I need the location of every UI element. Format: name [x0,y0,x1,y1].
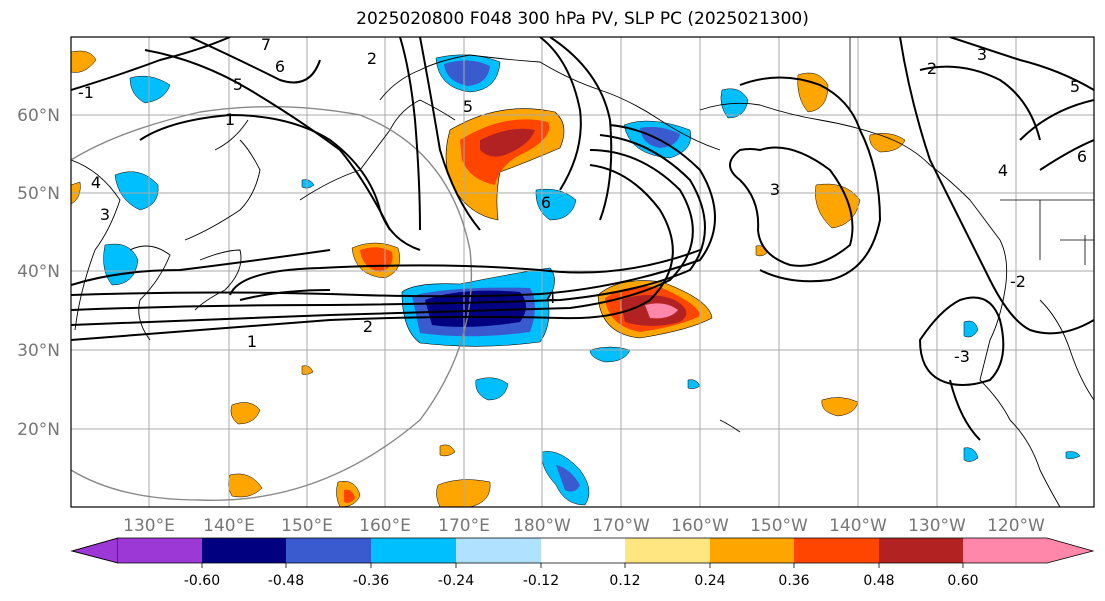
colorbar-extend-min [70,537,119,564]
colorbar-tick-label: 0.12 [609,573,640,589]
colorbar-ticks [201,563,964,568]
lon-label: 160°E [359,516,411,536]
lon-label: 140°W [829,516,887,536]
colorbar-tick-label: 0.24 [694,573,725,589]
lat-label: 30°N [17,341,60,361]
colorbar-tick-label: -0.48 [268,573,304,589]
plot-border [70,36,1095,508]
lat-label: 20°N [17,420,60,440]
contour-label: 4 [91,173,101,192]
lon-label: 130°E [123,516,175,536]
lon-axis: 130°E 140°E 150°E 160°E 170°E 180°W 170°… [123,516,1045,536]
colorbar-tick-label: -0.60 [184,573,220,589]
gridlines [71,37,1094,507]
contour-label: 6 [541,193,551,212]
colorbar-tick-label: 0.48 [863,573,894,589]
colorbar-segment [794,538,879,563]
contour-label: -3 [954,347,970,366]
lon-label: 120°W [987,516,1045,536]
colorbar-segment [625,538,710,563]
contour-label: 3 [977,45,987,64]
contour-labels: 1 2 3 4 5 6 7 1 2 3 4 5 6 2 3 4 5 6 -1 -… [78,35,1087,366]
contour-label: 4 [998,161,1008,180]
borders [849,37,1094,265]
lon-label: 150°W [750,516,808,536]
colorbar-segment [541,538,625,563]
lat-axis: 60°N 50°N 40°N 30°N 20°N [17,106,60,440]
contour-label: -1 [78,83,94,102]
colorbar-tick-label: -0.24 [438,573,474,589]
colorbar-segment [456,538,541,563]
lon-label: 180°W [513,516,571,536]
contour-label: 3 [770,180,780,199]
contour-label: 2 [363,317,373,336]
colorbar-segment [710,538,794,563]
great-circle-arc [71,105,473,501]
colorbar-segment [118,538,202,563]
slp-contours [71,37,1094,441]
contour-label: 1 [225,110,235,129]
contour-label: 6 [1077,147,1087,166]
colorbar-outline [70,537,1095,564]
contour-label: 7 [261,35,271,54]
colorbar-segment [286,538,371,563]
contour-label: 4 [546,288,556,307]
contour-label: 2 [367,49,377,68]
contour-label: 3 [100,205,110,224]
colorbar-tick-label: -0.36 [353,573,389,589]
lon-label: 150°E [281,516,333,536]
contour-label: 5 [1070,77,1080,96]
lat-label: 50°N [17,184,60,204]
contour-label: 5 [463,97,473,116]
colorbar-segment [202,538,286,563]
contour-label: 6 [275,57,285,76]
colorbar: -0.60 -0.48 -0.36 -0.24 -0.12 0.12 0.24 … [70,537,1095,589]
contour-label: -2 [1010,272,1026,291]
colorbar-segment [879,538,963,563]
contour-label: 2 [927,59,937,78]
contour-label: 5 [233,75,243,94]
lat-label: 60°N [17,106,60,126]
colorbar-segment [371,538,456,563]
lon-label: 160°W [671,516,729,536]
lon-label: 170°E [438,516,490,536]
colorbar-extend-max [963,538,1093,563]
lat-label: 40°N [17,262,60,282]
contour-label: 1 [247,332,257,351]
colorbar-tick-label: 0.60 [947,573,978,589]
lon-label: 170°W [592,516,650,536]
colorbar-tick-label: -0.12 [523,573,559,589]
lon-label: 130°W [908,516,966,536]
map-title: 2025020800 F048 300 hPa PV, SLP PC (2025… [356,9,809,29]
lon-label: 140°E [203,516,255,536]
colorbar-tick-label: 0.36 [778,573,809,589]
